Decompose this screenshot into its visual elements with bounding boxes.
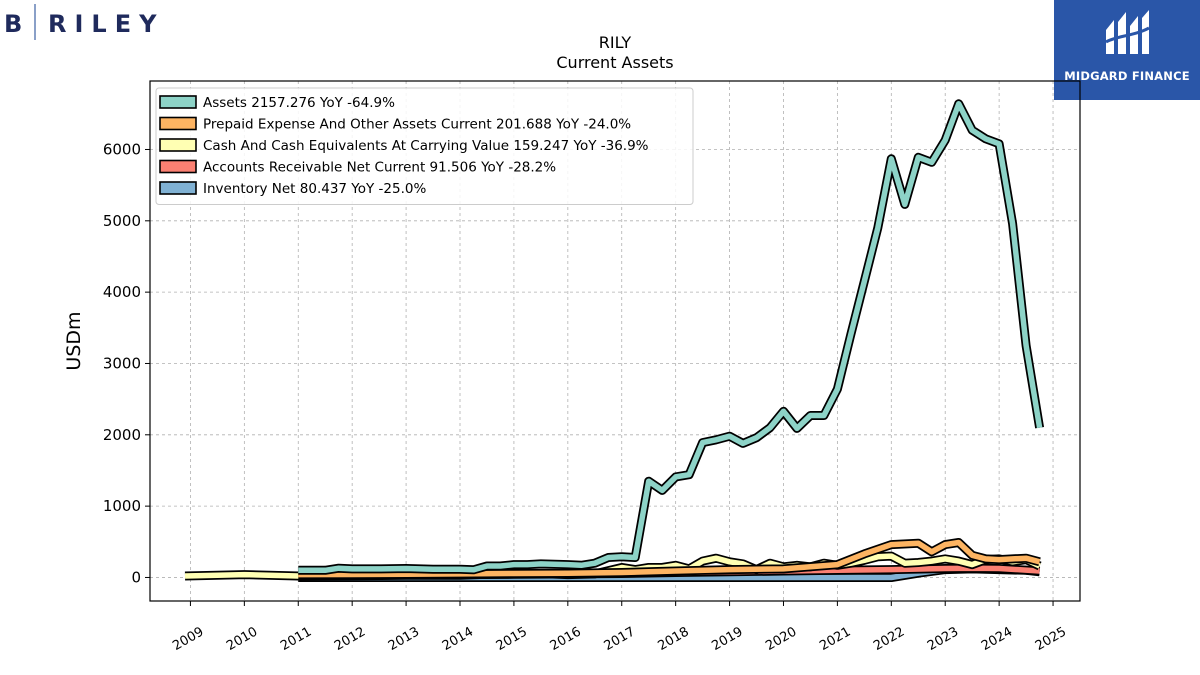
- legend-swatch: [159, 159, 197, 174]
- series-line: [298, 539, 1041, 578]
- x-tick-label: 2024: [979, 624, 1015, 654]
- x-tick-label: 2025: [1033, 624, 1069, 654]
- series-8dd3c7: [298, 99, 1045, 575]
- x-tick-label: 2010: [224, 624, 260, 654]
- x-tick-label: 2015: [494, 624, 530, 654]
- x-tick-label: 2014: [440, 624, 476, 654]
- midgard-finance-logo: MIDGARD FINANCE: [1054, 0, 1200, 100]
- legend-entry: Cash And Cash Equivalents At Carrying Va…: [203, 138, 649, 154]
- x-tick-label: 2012: [332, 624, 368, 654]
- series-layer: [184, 99, 1045, 582]
- x-tick-label: 2013: [386, 624, 422, 654]
- legend-entry: Inventory Net 80.437 YoY -25.0%: [203, 181, 426, 197]
- y-axis-ticks: 0 1000 2000 3000 4000 5000 6000: [103, 140, 150, 586]
- y-tick-label: 6000: [103, 140, 141, 158]
- y-tick-label: 1000: [103, 497, 141, 515]
- x-tick-label: 2016: [548, 624, 584, 654]
- y-tick-label: 4000: [103, 283, 141, 301]
- legend-entry: Assets 2157.276 YoY -64.9%: [203, 95, 395, 111]
- y-axis-label: USDm: [63, 311, 85, 370]
- midgard-finance-emblem-icon: [1105, 10, 1150, 54]
- x-tick-label: 2019: [709, 624, 745, 654]
- x-axis-ticks: 2009 2010 2011 2012 2013 2014 2015 2016 2017 2018…: [170, 601, 1069, 654]
- midgard-finance-logo-text: MIDGARD FINANCE: [1064, 69, 1190, 83]
- b-riley-logo-b: B: [4, 10, 22, 38]
- series-fdb462: [298, 538, 1041, 580]
- legend-entry: Prepaid Expense And Other Assets Current…: [203, 117, 631, 133]
- legend: Assets 2157.276 YoY -64.9% Prepaid Expens…: [155, 87, 694, 205]
- y-tick-label: 2000: [103, 426, 141, 444]
- y-tick-label: 3000: [103, 354, 141, 372]
- b-riley-logo-divider: [34, 4, 36, 40]
- legend-swatch: [159, 95, 197, 109]
- y-tick-label: 0: [131, 568, 141, 586]
- b-riley-logo: B RILEY: [4, 4, 164, 40]
- legend-swatch: [159, 138, 197, 152]
- chart-subtitle: Current Assets: [556, 53, 673, 72]
- x-tick-label: 2018: [655, 624, 691, 654]
- x-tick-label: 2022: [871, 624, 907, 654]
- legend-swatch: [159, 181, 197, 195]
- x-tick-label: 2011: [278, 624, 314, 654]
- legend-box: [155, 87, 694, 205]
- legend-swatch: [159, 116, 197, 131]
- plot-frame: [149, 80, 1081, 602]
- x-tick-label: 2021: [817, 624, 853, 654]
- chart-title: RILY: [599, 33, 632, 52]
- x-tick-label: 2017: [602, 624, 638, 654]
- x-tick-label: 2020: [763, 624, 799, 654]
- x-tick-label: 2023: [925, 624, 961, 654]
- b-riley-logo-text: RILEY: [48, 10, 164, 38]
- y-tick-label: 5000: [103, 212, 141, 230]
- legend-entry: Accounts Receivable Net Current 91.506 Y…: [203, 160, 556, 176]
- series-line: [298, 101, 1043, 574]
- x-tick-label: 2009: [170, 624, 206, 654]
